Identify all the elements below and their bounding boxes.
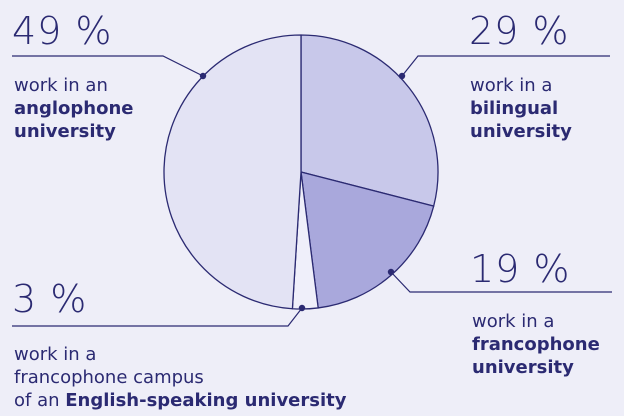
- label-desc-campus-line1: work in a: [14, 344, 97, 365]
- label-desc-anglophone: work in an anglophone university: [14, 74, 133, 143]
- label-desc-bilingual-bold2: university: [470, 121, 572, 142]
- leader-line-anglophone: [12, 55, 204, 77]
- leader-dot-anglophone: [199, 72, 207, 80]
- label-desc-anglophone-bold: anglophone: [14, 98, 134, 119]
- leader-line-bilingual: [401, 55, 610, 77]
- label-desc-campus-bold: English-speaking university: [65, 390, 347, 411]
- label-desc-bilingual: work in a bilingual university: [470, 74, 572, 143]
- label-desc-campus-prefix: of an: [14, 390, 60, 411]
- label-desc-francophone-line1: work in a: [472, 311, 555, 332]
- leader-line-francophone: [390, 271, 612, 293]
- leader-line-campus: [12, 307, 303, 327]
- leader-dot-francophone: [387, 268, 395, 276]
- label-pct-bilingual: 29 %: [469, 9, 570, 53]
- leader-dot-campus: [298, 304, 306, 312]
- label-pct-francophone: 19 %: [470, 247, 571, 291]
- leader-dot-bilingual: [398, 72, 406, 80]
- label-desc-bilingual-line1: work in a: [470, 75, 553, 96]
- label-desc-francophone-bold2: university: [472, 357, 574, 378]
- label-desc-francophone-bold: francophone: [472, 334, 600, 355]
- label-desc-campus: work in a francophone campus of an Engli…: [14, 343, 346, 412]
- label-pct-campus: 3 %: [12, 277, 88, 321]
- label-pct-anglophone: 49 %: [12, 9, 113, 53]
- label-desc-campus-line2: francophone campus: [14, 367, 204, 388]
- label-desc-anglophone-line1: work in an: [14, 75, 108, 96]
- label-desc-bilingual-bold: bilingual: [470, 98, 559, 119]
- pie-slice-bilingual: [300, 34, 439, 207]
- pie-slice-anglophone: [163, 34, 302, 310]
- label-desc-anglophone-bold2: university: [14, 121, 116, 142]
- label-desc-francophone: work in a francophone university: [472, 310, 600, 379]
